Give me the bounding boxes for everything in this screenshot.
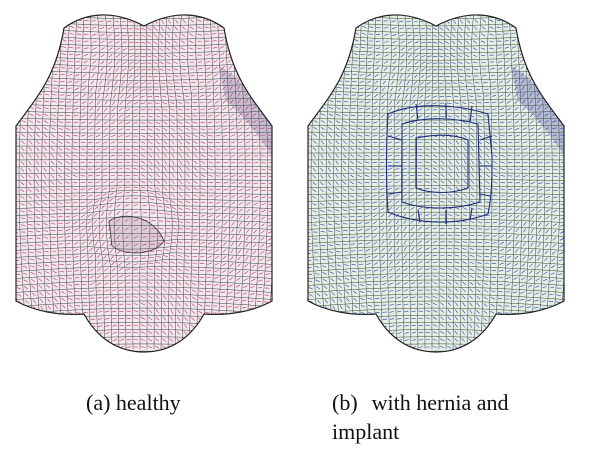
- caption-a-text: healthy: [115, 390, 181, 415]
- mesh-grid-b: [308, 14, 564, 352]
- vector-field-a: [16, 14, 272, 352]
- caption-b: (b) with hernia and implant: [332, 388, 576, 446]
- caption-a: (a) healthy: [86, 388, 181, 417]
- abdominal-wall-mesh-healthy: [15, 14, 273, 353]
- caption-b-text-line1: with hernia and: [371, 390, 509, 415]
- caption-a-label: (a): [86, 390, 111, 415]
- caption-b-text-line2: implant: [332, 419, 400, 444]
- implant-region: [385, 103, 493, 224]
- abdominal-wall-mesh-hernia-implant: [307, 14, 565, 353]
- figure-panel-b-mesh: [306, 6, 566, 356]
- caption-b-label: (b): [332, 390, 358, 415]
- figure-panel-a-mesh: [14, 6, 274, 356]
